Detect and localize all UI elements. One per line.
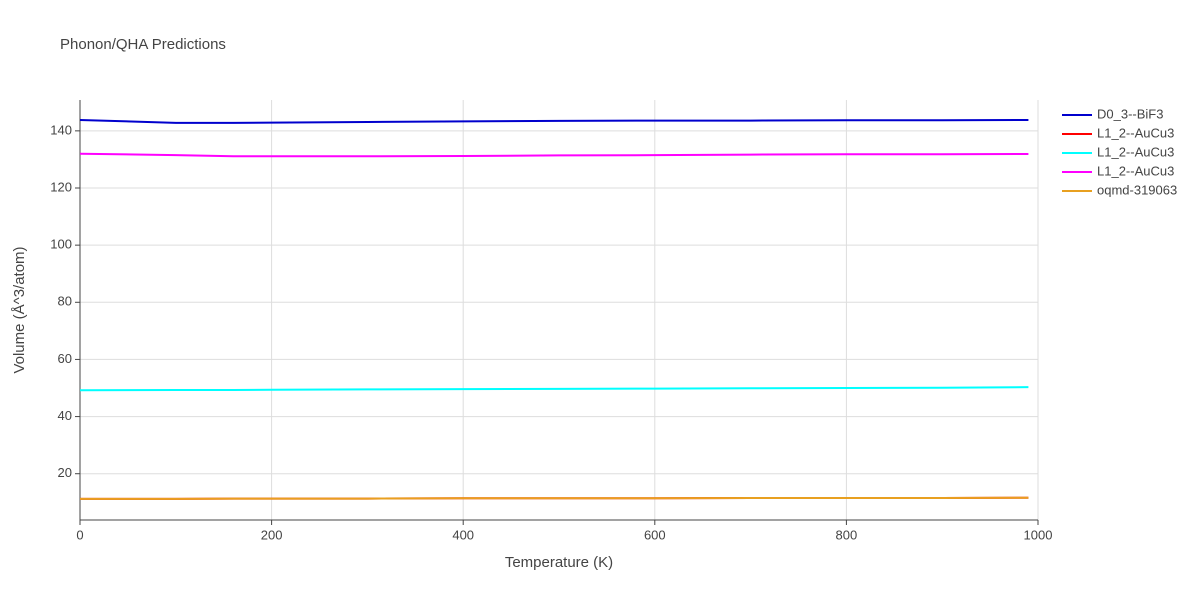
x-tick-label: 200 <box>261 527 283 542</box>
x-tick-label: 1000 <box>1024 527 1053 542</box>
y-tick-label: 120 <box>50 179 72 194</box>
y-tick-label: 140 <box>50 122 72 137</box>
y-tick-label: 20 <box>58 465 72 480</box>
y-axis-label: Volume (Å^3/atom) <box>11 246 28 373</box>
series-line <box>79 152 1029 158</box>
x-tick-label: 0 <box>76 527 83 542</box>
chart-title: Phonon/QHA Predictions <box>60 36 226 53</box>
x-tick-label: 800 <box>836 527 858 542</box>
legend-label: L1_2--AuCu3 <box>1097 144 1174 159</box>
x-tick-label: 400 <box>452 527 474 542</box>
legend-label: oqmd-319063 <box>1097 182 1177 197</box>
y-tick-label: 100 <box>50 237 72 252</box>
x-tick-label: 600 <box>644 527 666 542</box>
y-tick-label: 60 <box>58 351 72 366</box>
x-axis-label: Temperature (K) <box>505 554 613 571</box>
series-line <box>79 119 1029 124</box>
series-line <box>80 496 1029 500</box>
y-tick-label: 80 <box>58 294 72 309</box>
legend-label: D0_3--BiF3 <box>1097 106 1163 121</box>
legend-label: L1_2--AuCu3 <box>1097 125 1174 140</box>
y-tick-label: 40 <box>58 408 72 423</box>
legend-label: L1_2--AuCu3 <box>1097 163 1174 178</box>
series-line <box>79 386 1029 392</box>
